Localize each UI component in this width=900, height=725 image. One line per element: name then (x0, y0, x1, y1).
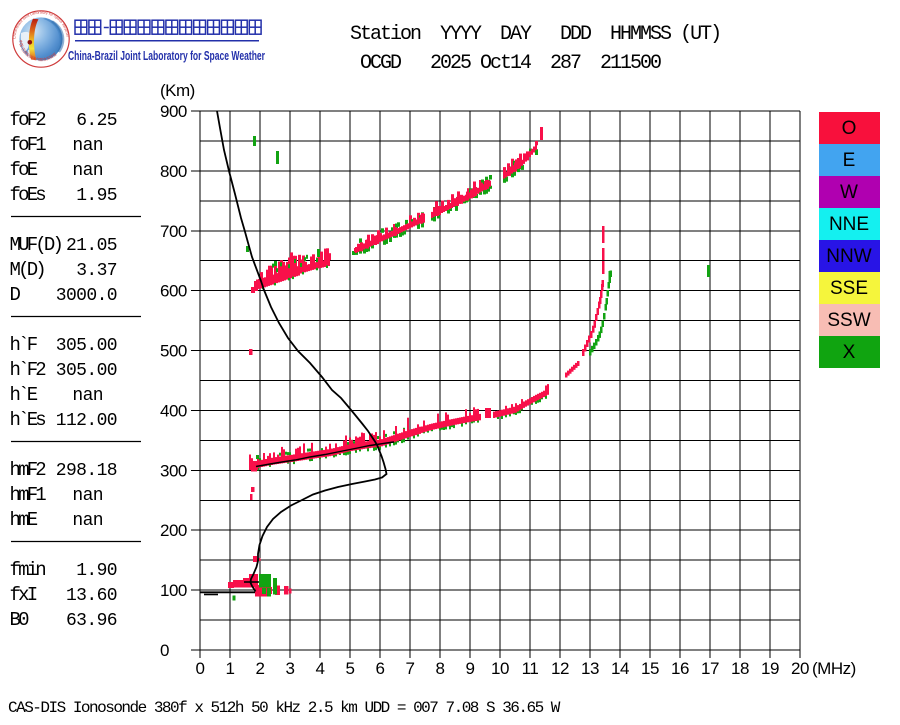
svg-text:200: 200 (160, 521, 187, 540)
svg-text:9: 9 (466, 659, 475, 678)
svg-text:3.37: 3.37 (76, 261, 117, 281)
svg-text:6.25: 6.25 (76, 111, 117, 131)
svg-text:800: 800 (160, 162, 187, 181)
svg-text:(MHz): (MHz) (812, 659, 856, 678)
svg-text:6: 6 (376, 659, 385, 678)
svg-text:foEs: foEs (10, 184, 46, 206)
svg-text:20: 20 (791, 659, 809, 678)
svg-text:h`E: h`E (10, 384, 38, 406)
svg-text:19: 19 (761, 659, 779, 678)
svg-text:1.95: 1.95 (76, 186, 117, 206)
svg-text:3: 3 (286, 659, 295, 678)
svg-text:5: 5 (346, 659, 355, 678)
svg-text:SSE: SSE (830, 278, 868, 299)
svg-text:17: 17 (701, 659, 719, 678)
svg-text:O: O (842, 118, 857, 139)
svg-text:1: 1 (226, 659, 235, 678)
svg-text:700: 700 (160, 222, 187, 241)
svg-text:nan: nan (72, 161, 103, 181)
svg-text:11: 11 (522, 659, 539, 678)
svg-text:16: 16 (671, 659, 689, 678)
svg-text:foE: foE (10, 159, 38, 181)
svg-text:18: 18 (731, 659, 749, 678)
svg-text:112.00: 112.00 (56, 411, 117, 431)
svg-text:7: 7 (406, 659, 415, 678)
svg-text:900: 900 (160, 102, 187, 121)
svg-text:hmF1: hmF1 (10, 484, 47, 506)
svg-text:W: W (840, 182, 858, 203)
svg-text:nan: nan (72, 136, 103, 156)
svg-text:298.18: 298.18 (56, 461, 117, 481)
svg-text:8: 8 (436, 659, 445, 678)
svg-text:100: 100 (160, 581, 187, 600)
svg-text:300: 300 (160, 461, 187, 480)
svg-text:305.00: 305.00 (56, 336, 117, 356)
svg-text:Station YYYY DAY DDD HHMM: Station YYYY DAY DDD HHMMSS (UT) (350, 23, 720, 46)
svg-text:500: 500 (160, 342, 187, 361)
svg-text:400: 400 (160, 401, 187, 420)
svg-text:15: 15 (641, 659, 659, 678)
svg-text:14: 14 (611, 659, 629, 678)
svg-text:(Km): (Km) (160, 81, 195, 100)
svg-text:fxI: fxI (10, 584, 37, 606)
svg-text:13.60: 13.60 (66, 586, 117, 606)
svg-text:nan: nan (72, 486, 103, 506)
svg-text:foF2: foF2 (10, 109, 47, 131)
svg-text:0: 0 (196, 659, 205, 678)
svg-text:B0: B0 (10, 609, 30, 631)
svg-text:NNE: NNE (829, 214, 869, 235)
svg-text:MUF(D): MUF(D) (10, 234, 62, 256)
svg-text:foF1: foF1 (10, 134, 47, 156)
svg-text:hmE: hmE (10, 509, 38, 531)
svg-text:M(D): M(D) (10, 259, 45, 281)
svg-text:fmin: fmin (10, 559, 46, 581)
svg-text:1.90: 1.90 (76, 561, 117, 581)
svg-text:E: E (843, 150, 856, 171)
svg-text:10: 10 (491, 659, 509, 678)
svg-text:2: 2 (256, 659, 265, 678)
svg-text:hmF2: hmF2 (10, 459, 47, 481)
svg-text:305.00: 305.00 (56, 361, 117, 381)
svg-text:nan: nan (72, 511, 103, 531)
svg-text:12: 12 (551, 659, 569, 678)
svg-text:China-Brazil Joint Laboratory: China-Brazil Joint Laboratory for Space … (68, 48, 265, 63)
svg-text:600: 600 (160, 282, 187, 301)
svg-text:3000.0: 3000.0 (56, 286, 117, 306)
svg-text:13: 13 (581, 659, 599, 678)
svg-text:21.05: 21.05 (66, 236, 117, 256)
svg-text:CAS-DIS Ionosonde 380f x 512h: CAS-DIS Ionosonde 380f x 512h 50 kHz 2.5… (8, 699, 561, 717)
svg-text:63.96: 63.96 (66, 611, 117, 631)
svg-text:NNW: NNW (826, 246, 871, 267)
svg-text:h`F2: h`F2 (10, 359, 47, 381)
svg-text:nan: nan (72, 386, 103, 406)
svg-text:h`F: h`F (10, 334, 38, 356)
svg-text:OCGD 2025 Oct14 287 211500: OCGD 2025 Oct14 287 211500 (360, 52, 661, 75)
svg-text:h`Es: h`Es (10, 409, 46, 431)
svg-text:4: 4 (316, 659, 325, 678)
svg-text:SSW: SSW (827, 310, 870, 331)
svg-text:X: X (843, 342, 856, 363)
svg-text:0: 0 (160, 641, 169, 660)
